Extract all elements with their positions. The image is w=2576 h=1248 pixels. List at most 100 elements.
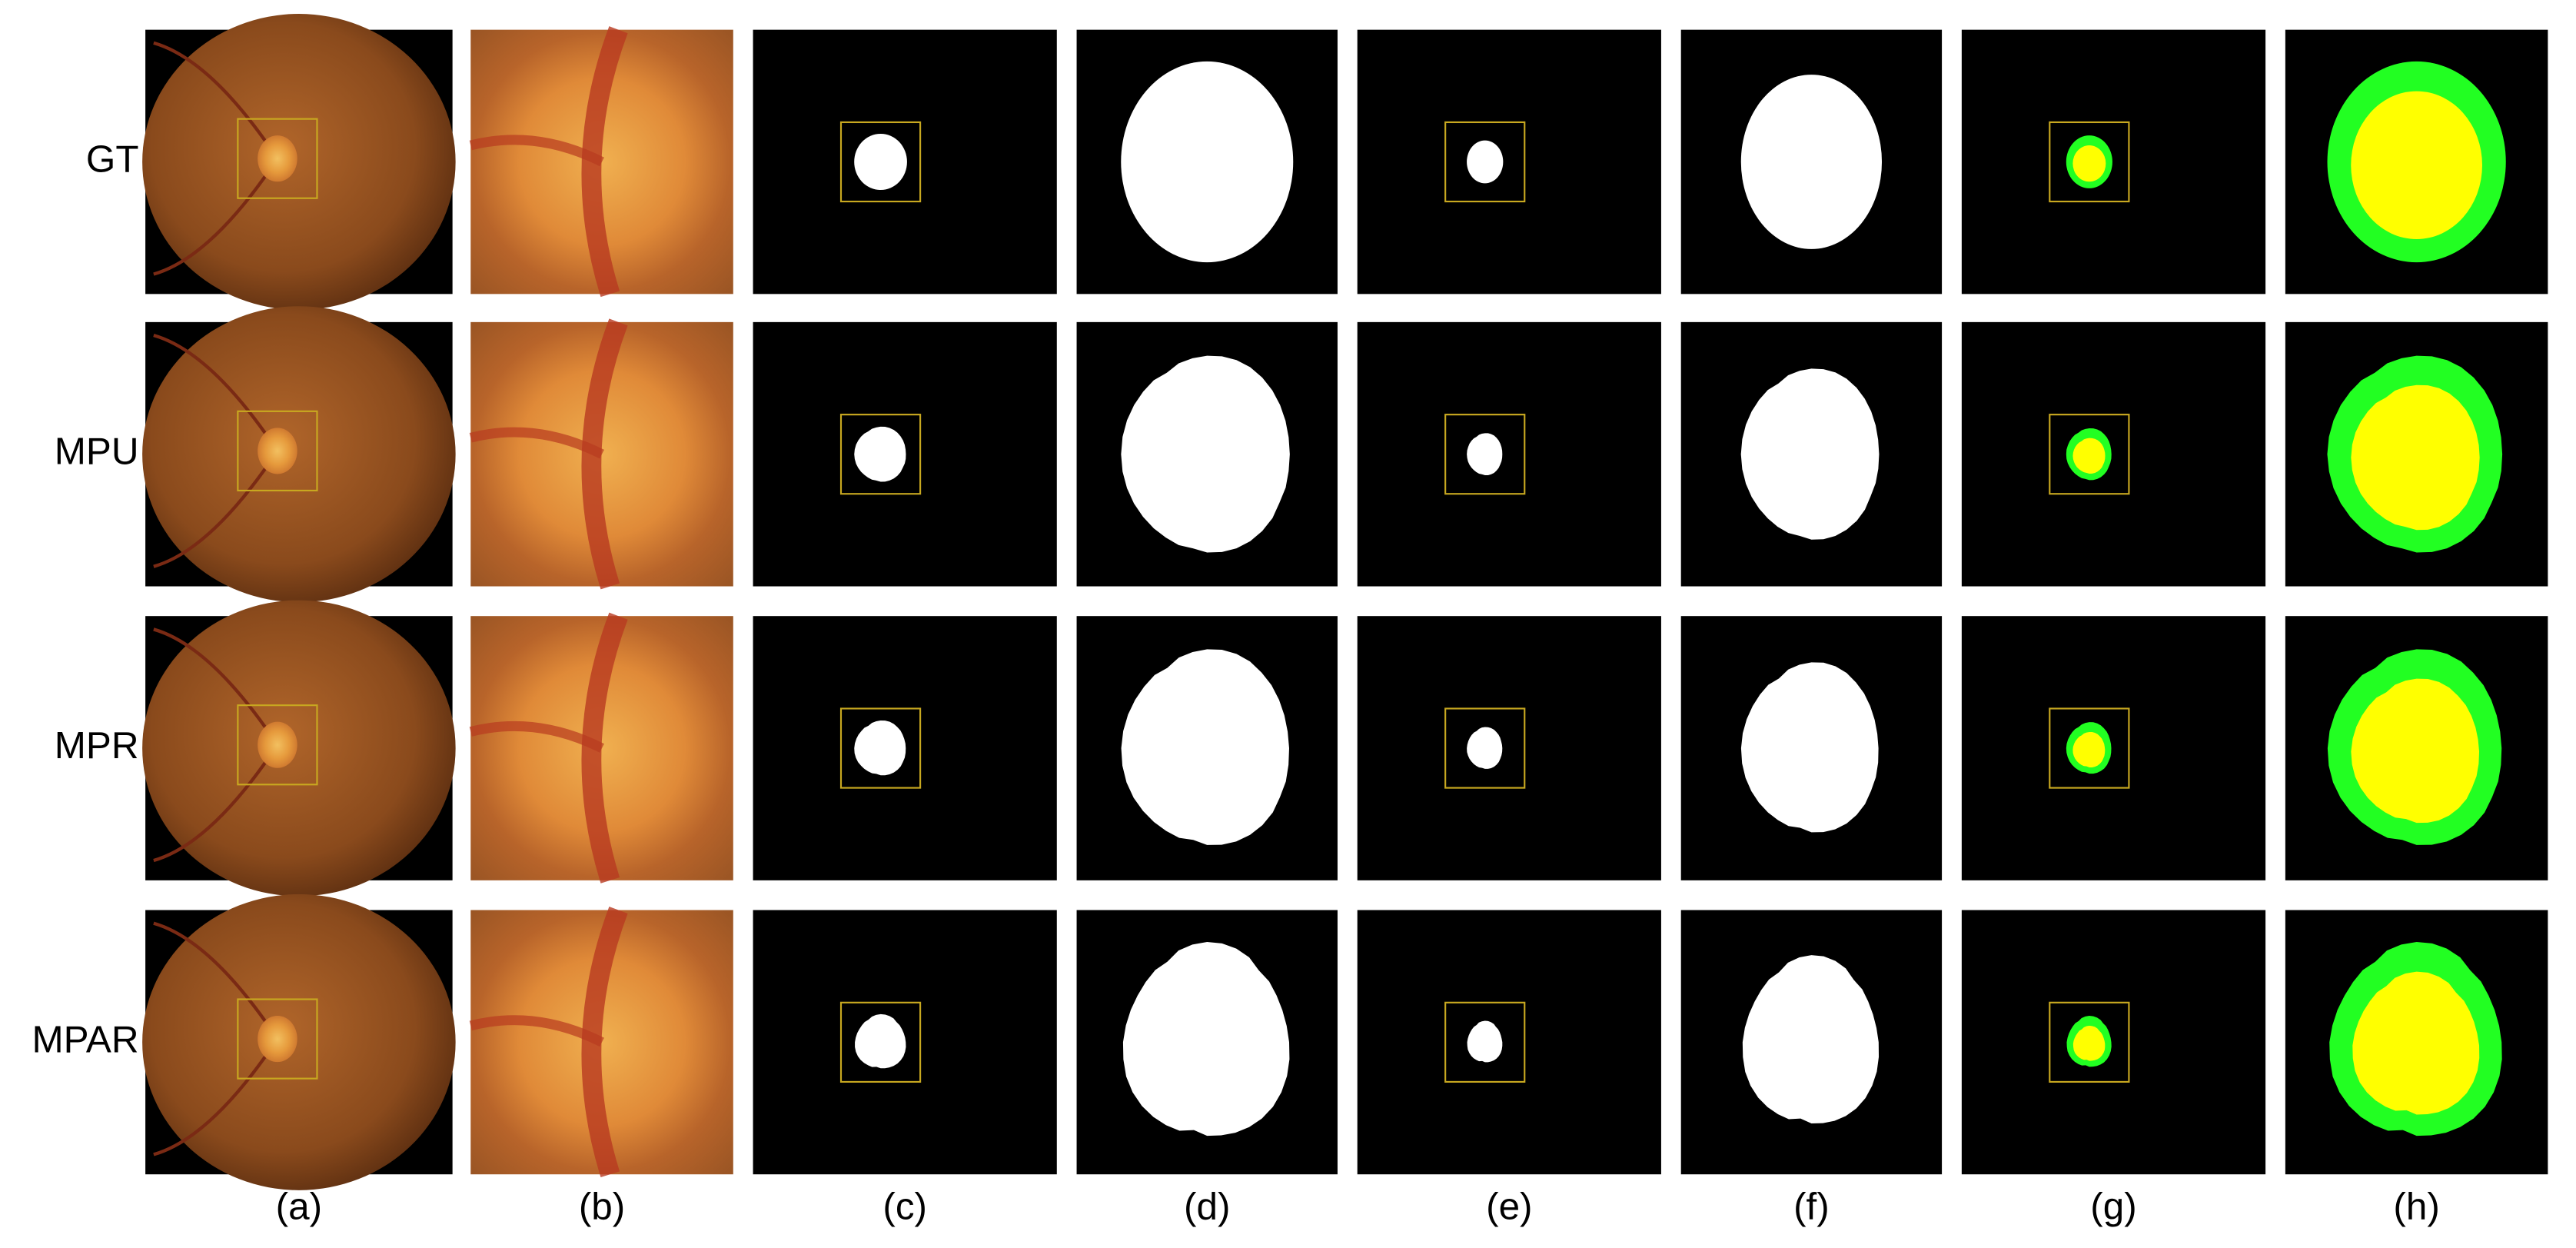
disc-mask (854, 720, 906, 776)
disc-mask (855, 1013, 906, 1069)
vessel (153, 333, 279, 452)
optic-disc (258, 721, 297, 768)
image-panel (1076, 321, 1338, 587)
roi-box (1444, 707, 1526, 789)
vessel (469, 427, 604, 459)
image-panel (1961, 910, 2266, 1175)
image-panel (1357, 910, 1661, 1175)
image-panel (2285, 321, 2548, 587)
cup-mask (2352, 971, 2480, 1115)
image-panel (1357, 29, 1661, 295)
image-panel (753, 29, 1057, 295)
panel-bg (1357, 29, 1661, 295)
image-panel (1961, 321, 2266, 587)
cup-mask (2351, 384, 2480, 531)
image-panel (142, 306, 456, 603)
roi-box (2049, 121, 2130, 203)
roi-box (2049, 1001, 2130, 1083)
image-panel (142, 894, 456, 1190)
image-panel (1961, 29, 2266, 295)
image-panel (469, 907, 733, 1178)
image-panel (1680, 29, 1943, 295)
roi-box (839, 121, 922, 203)
column-label: (f) (1793, 1185, 1830, 1227)
column-label: (e) (1486, 1185, 1532, 1227)
row-label: MPU (55, 431, 139, 473)
image-panel (1076, 29, 1338, 295)
fundus (142, 600, 456, 897)
image-panel (142, 14, 456, 310)
roi-box (237, 118, 318, 199)
vessel (153, 450, 279, 568)
image-panel (469, 318, 733, 590)
cup-mask (1467, 433, 1503, 475)
disc-mask (1121, 649, 1290, 845)
cup-mask (2072, 731, 2106, 767)
column-label: (g) (2090, 1185, 2136, 1227)
disc-mask (854, 133, 907, 191)
disc-mask (854, 426, 906, 482)
image-panel (142, 600, 456, 897)
fundus (142, 14, 456, 310)
disc-mask (1121, 355, 1290, 553)
roi-box (237, 998, 318, 1080)
cup-mask (1467, 727, 1503, 769)
panel-bg (1961, 321, 2266, 587)
roi-box (237, 704, 318, 786)
roi-box (839, 1001, 922, 1083)
image-panel (1961, 616, 2266, 880)
panel-bg (1961, 910, 2266, 1175)
row-label: MPR (55, 724, 139, 767)
panel-bg (1357, 616, 1661, 880)
image-panel (753, 321, 1057, 587)
image-panel (1680, 321, 1943, 587)
cup-mask (2351, 91, 2483, 240)
roi-box (237, 410, 318, 492)
column-label: (b) (579, 1185, 625, 1227)
image-panel (2285, 29, 2548, 295)
optic-disc (258, 1015, 297, 1063)
vessel (469, 721, 604, 753)
cup-mask (1467, 1020, 1503, 1063)
fundus (142, 306, 456, 603)
fundus (142, 894, 456, 1190)
cup-mask (2072, 438, 2106, 474)
vessel (153, 41, 279, 160)
optic-disc (258, 428, 297, 474)
roi-box (1444, 121, 1526, 203)
disc-mask (1121, 61, 1294, 263)
image-panel (753, 910, 1057, 1175)
column-label: (a) (276, 1185, 322, 1227)
image-panel (2285, 910, 2548, 1175)
cup-mask (1467, 140, 1504, 184)
panel-bg (1357, 321, 1661, 587)
vessel (153, 921, 279, 1040)
vessel (153, 627, 279, 746)
row-label: GT (86, 138, 139, 181)
roi-box (2049, 707, 2130, 789)
disc-mask (1122, 941, 1290, 1137)
image-panel (2285, 616, 2548, 880)
image-panel (469, 26, 733, 298)
row-label: MPAR (32, 1018, 138, 1060)
cup-mask (2351, 678, 2480, 824)
image-panel (1357, 321, 1661, 587)
column-label: (c) (882, 1185, 927, 1227)
panel-bg (1357, 910, 1661, 1175)
image-panel (1680, 910, 1943, 1175)
cup-mask (2072, 145, 2106, 182)
vessel (153, 1037, 279, 1156)
vessel (153, 158, 279, 276)
image-panel (1357, 616, 1661, 880)
cup-mask (1742, 955, 1880, 1124)
column-label: (h) (2393, 1185, 2439, 1227)
vessel (469, 135, 604, 167)
cup-mask (2072, 1025, 2106, 1061)
column-label: (d) (1184, 1185, 1230, 1227)
cup-mask (1740, 662, 1879, 833)
image-panel (753, 616, 1057, 880)
roi-box (839, 707, 922, 789)
roi-box (1444, 414, 1526, 495)
